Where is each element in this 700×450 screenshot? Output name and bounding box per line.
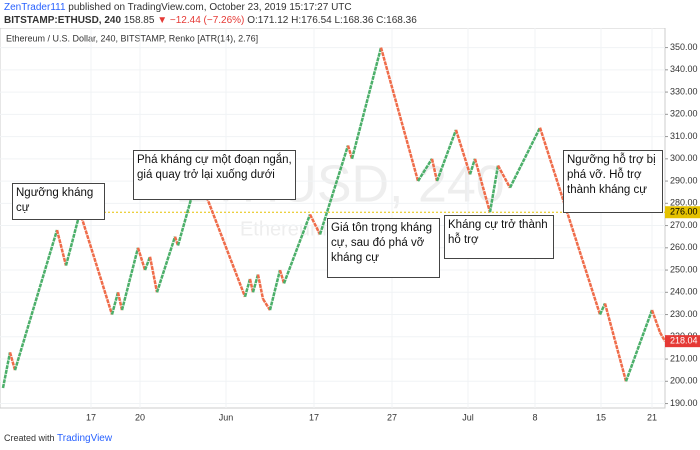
y-tick-label: 260.00: [670, 242, 698, 252]
renko-run: [116, 292, 124, 311]
x-tick-label: 8: [532, 412, 537, 422]
x-tick-label: Jul: [462, 412, 474, 422]
y-tick-label: 350.00: [670, 42, 698, 52]
renko-run: [120, 247, 140, 311]
y-tick-label: 340.00: [670, 64, 698, 74]
renko-run: [64, 211, 82, 266]
renko-run: [488, 165, 500, 213]
renko-run: [251, 274, 260, 293]
x-tick-label: Jun: [219, 412, 234, 422]
renko-run: [318, 145, 350, 235]
created: Created with: [4, 433, 55, 443]
renko-run: [379, 47, 420, 182]
y-tick-label: 200.00: [670, 376, 698, 386]
renko-run: [13, 229, 59, 371]
footer: Created with TradingView: [4, 433, 112, 444]
y-tick-label: 320.00: [670, 109, 698, 119]
y-tick-label: 280.00: [670, 198, 698, 208]
legend: Ethereum / U.S. Dollar, 240, BITSTAMP, R…: [6, 33, 258, 43]
y-tick-label: 230.00: [670, 309, 698, 319]
price-tag-label: 276.00: [670, 207, 698, 217]
renko-run: [454, 129, 472, 175]
y-tick-label: 270.00: [670, 220, 698, 230]
y-tick-label: 250.00: [670, 264, 698, 274]
renko-run: [468, 158, 477, 175]
renko-run: [430, 158, 439, 182]
renko-run: [176, 174, 200, 246]
annotation: Kháng cự trở thành hỗ trợ: [444, 215, 554, 259]
y-tick-label: 240.00: [670, 287, 698, 297]
annotation: Ngưỡng kháng cự: [12, 183, 105, 220]
renko-run: [603, 303, 628, 382]
renko-run: [496, 164, 512, 189]
renko-run: [261, 298, 272, 311]
y-tick-label: 190.00: [670, 398, 698, 408]
renko-run: [155, 236, 177, 293]
price-tag-label: 218.04: [670, 336, 698, 346]
y-tick-label: 310.00: [670, 131, 698, 141]
renko-run: [55, 229, 68, 266]
x-tick-label: 27: [387, 412, 397, 422]
x-tick-label: 21: [647, 412, 657, 422]
renko-run: [624, 309, 654, 382]
renko-run: [110, 291, 120, 315]
annotation: Phá kháng cự một đoạn ngắn, giá quay trở…: [133, 150, 296, 200]
renko-run: [473, 158, 492, 213]
symbol: BITSTAMP:ETHUSD, 240: [4, 15, 122, 26]
renko-run: [278, 269, 286, 284]
x-tick-label: 20: [135, 412, 145, 422]
renko-run: [256, 274, 265, 300]
renko-run: [508, 127, 542, 189]
y-tick-label: 290.00: [670, 175, 698, 185]
renko-run: [78, 211, 114, 315]
y-tick-label: 210.00: [670, 353, 698, 363]
renko-run: [136, 247, 147, 271]
header-line: ZenTrader111 published on TradingView.co…: [4, 2, 352, 13]
annotation: Ngưỡng hỗ trợ bị phá vỡ. Hỗ trợ thành kh…: [563, 150, 663, 213]
renko-run: [243, 278, 252, 298]
renko-run: [8, 352, 17, 371]
x-tick-label: 15: [596, 412, 606, 422]
renko-run: [650, 309, 662, 333]
renko-run: [268, 269, 282, 311]
change: ▼ −12.44 (−7.26%): [157, 15, 245, 26]
price-tag: [665, 335, 700, 348]
renko-run: [658, 331, 667, 342]
published: published on TradingView.com, October 23…: [68, 2, 352, 13]
renko-run: [598, 302, 607, 316]
chart: ETHUSD, 240 Ethereum / U.S. Dollar Ether…: [0, 28, 700, 422]
author[interactable]: ZenTrader111: [4, 2, 66, 13]
renko-run: [416, 158, 434, 182]
ohlc: O:171.12 H:176.54 L:168.36 C:168.36: [247, 15, 417, 26]
last: 158.85: [123, 15, 155, 26]
renko-run: [148, 256, 159, 293]
renko-run: [308, 213, 322, 236]
annotation: Giá tôn trọng kháng cự, sau đó phá vỡ kh…: [327, 218, 440, 278]
y-tick-label: 330.00: [670, 86, 698, 96]
renko-run: [1, 352, 12, 389]
renko-run: [435, 129, 458, 182]
renko-run: [282, 213, 312, 284]
price-tag: [665, 206, 700, 219]
x-tick-label: 17: [309, 412, 319, 422]
y-tick-label: 300.00: [670, 153, 698, 163]
header-line: BITSTAMP:ETHUSD, 240 158.85 ▼ −12.44 (−7…: [4, 15, 417, 26]
brand[interactable]: TradingView: [57, 433, 113, 444]
renko-run: [538, 127, 602, 315]
x-tick-label: 17: [86, 412, 96, 422]
